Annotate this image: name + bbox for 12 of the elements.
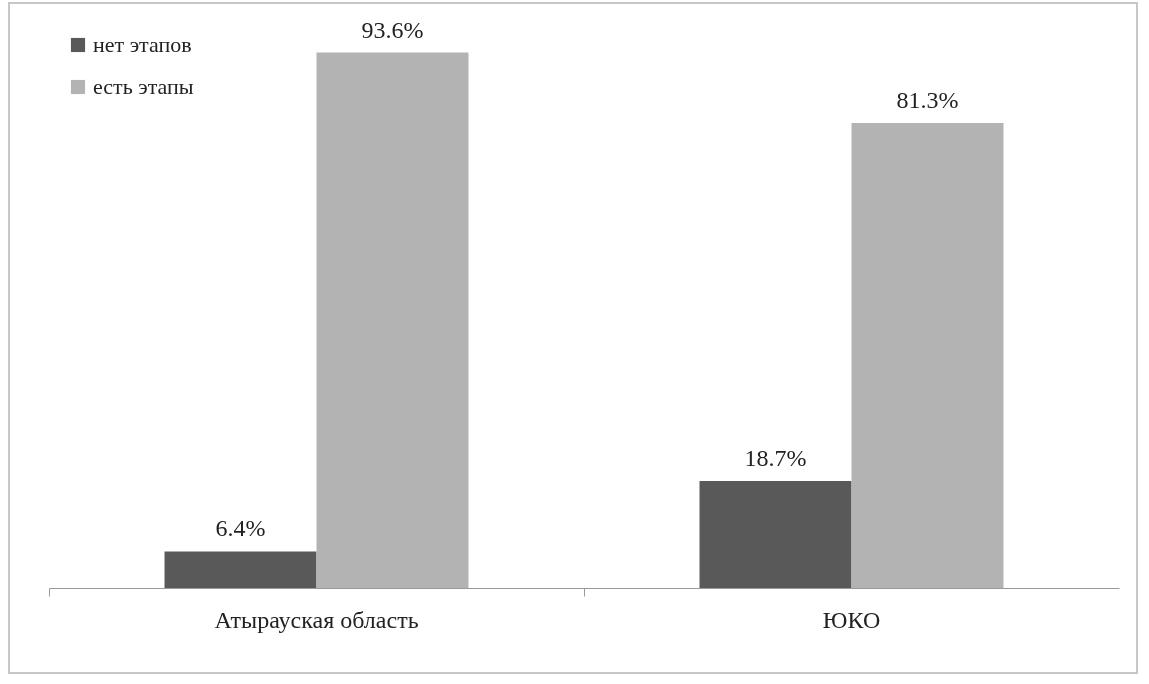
x-tick-label: ЮКО (822, 606, 881, 633)
bar (316, 52, 469, 588)
data-label: 93.6% (361, 16, 424, 43)
x-tick-label: Атырауская область (214, 606, 419, 633)
legend-label: есть этапы (93, 74, 194, 99)
bar (164, 551, 317, 588)
data-label: 81.3% (896, 86, 959, 113)
data-label: 6.4% (215, 515, 266, 542)
legend-label: нет этапов (93, 32, 192, 57)
bar (851, 122, 1004, 588)
bar (699, 481, 852, 588)
data-label: 18.7% (744, 445, 807, 472)
